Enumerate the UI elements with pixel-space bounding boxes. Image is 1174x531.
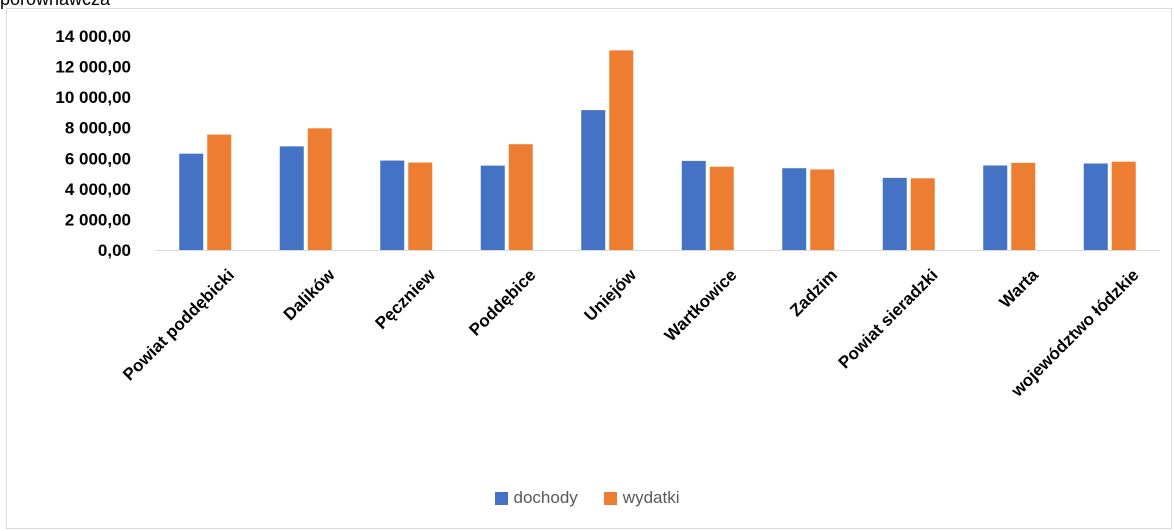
- x-tick-label: Warta: [996, 265, 1043, 312]
- x-tick-label: Wartkowice: [661, 265, 741, 345]
- y-tick-label: 6 000,00: [65, 149, 131, 168]
- y-tick-label: 0,00: [98, 241, 131, 260]
- y-tick-label: 14 000,00: [55, 27, 131, 46]
- bar-wydatki: [910, 178, 935, 250]
- legend-item-dochody: dochody: [494, 488, 578, 508]
- x-tick-label: Powiat poddębicki: [119, 265, 238, 384]
- y-tick-label: 12 000,00: [55, 58, 131, 77]
- x-tick-label: Poddębice: [465, 265, 539, 339]
- chart-area: [6, 8, 1172, 529]
- y-tick-label: 2 000,00: [65, 210, 131, 229]
- bar-dochody: [681, 160, 706, 250]
- y-tick-label: 4 000,00: [65, 180, 131, 199]
- x-tick-label: Pęczniew: [372, 265, 440, 333]
- y-axis: 0,00 2 000,00 4 000,00 6 000,00 8 000,00 10 0…: [55, 27, 131, 260]
- legend-label-dochody: dochody: [513, 488, 578, 507]
- legend: dochody wydatki: [0, 488, 1174, 508]
- legend-swatch-wydatki: [603, 491, 617, 505]
- caption-text: porównawcza: [0, 0, 110, 10]
- x-tick-label: Zadzim: [786, 265, 841, 320]
- bar-dochody: [581, 110, 606, 250]
- bar-wydatki: [1111, 161, 1136, 250]
- bar-dochody: [782, 168, 807, 250]
- bar-dochody: [279, 146, 304, 250]
- bar-wydatki: [1011, 162, 1036, 250]
- bar-wydatki: [508, 144, 533, 250]
- bar-dochody: [179, 153, 204, 250]
- bar-wydatki: [609, 50, 634, 250]
- x-axis: Powiat poddębicki Dalików Pęczniew Poddębic…: [119, 265, 1142, 401]
- bar-dochody: [983, 165, 1008, 250]
- bar-dochody: [1083, 163, 1108, 250]
- x-tick-label: Uniejów: [581, 265, 641, 325]
- bar-dochody: [380, 160, 405, 250]
- bar-dochody: [480, 165, 505, 250]
- legend-swatch-dochody: [494, 491, 508, 505]
- x-tick-label: Dalików: [280, 265, 339, 324]
- bar-wydatki: [810, 169, 835, 250]
- bar-wydatki: [207, 134, 232, 250]
- x-tick-label: Powiat sieradzki: [835, 265, 942, 372]
- bar-wydatki: [307, 128, 332, 250]
- bar-wydatki: [408, 162, 433, 250]
- legend-item-wydatki: wydatki: [603, 488, 680, 508]
- y-tick-label: 8 000,00: [65, 119, 131, 138]
- bars-group: [179, 50, 1136, 250]
- legend-label-wydatki: wydatki: [622, 488, 680, 507]
- bar-dochody: [882, 177, 907, 250]
- bar-wydatki: [709, 166, 734, 250]
- y-tick-label: 10 000,00: [55, 88, 131, 107]
